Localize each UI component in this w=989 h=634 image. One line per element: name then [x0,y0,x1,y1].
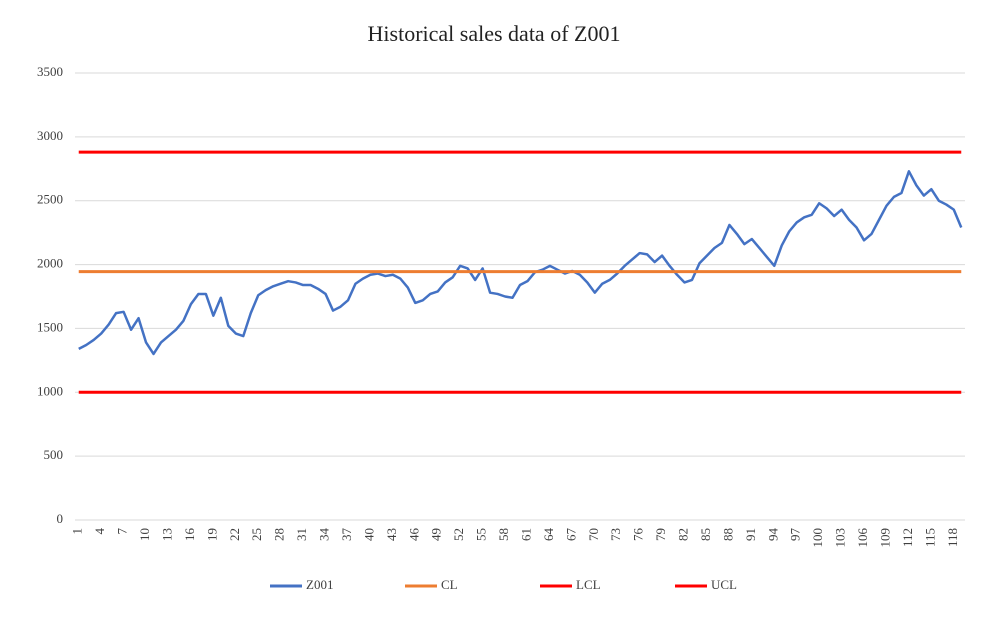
x-tick-label: 43 [384,528,399,541]
y-tick-label: 500 [44,447,64,462]
x-tick-label: 76 [631,528,646,542]
x-tick-label: 103 [833,528,848,548]
legend-label: CL [441,577,458,592]
x-tick-label: 67 [563,528,578,542]
legend-label: Z001 [306,577,333,592]
x-tick-label: 73 [608,528,623,541]
x-tick-label: 55 [474,528,489,541]
series-line [78,170,963,356]
x-tick-label: 10 [137,528,152,541]
x-tick-label: 97 [788,528,803,542]
x-tick-label: 109 [877,528,892,548]
x-tick-label: 64 [541,528,556,542]
x-tick-label: 22 [227,528,242,541]
x-tick-label: 25 [249,528,264,541]
x-tick-label: 79 [653,528,668,541]
x-tick-label: 19 [204,528,219,541]
x-tick-label: 52 [451,528,466,541]
x-tick-label: 70 [586,528,601,541]
x-tick-label: 31 [294,528,309,541]
x-tick-label: 91 [743,528,758,541]
x-tick-label: 112 [900,528,915,547]
legend-label: LCL [576,577,601,592]
x-tick-label: 34 [317,528,332,542]
x-tick-label: 85 [698,528,713,541]
chart-title: Historical sales data of Z001 [368,21,621,46]
x-tick-label: 100 [810,528,825,548]
x-tick-label: 88 [720,528,735,541]
y-tick-label: 3500 [37,64,63,79]
x-tick-label: 28 [272,528,287,541]
y-tick-label: 2000 [37,256,63,271]
y-tick-label: 1000 [37,383,63,398]
x-tick-label: 61 [518,528,533,541]
x-tick-label: 106 [855,528,870,548]
x-tick-label: 115 [922,528,937,547]
x-tick-label: 4 [92,528,107,535]
y-tick-label: 3000 [37,128,63,143]
x-tick-label: 37 [339,528,354,542]
y-tick-label: 2500 [37,192,63,207]
x-tick-label: 94 [765,528,780,542]
x-tick-label: 1 [70,528,85,535]
x-tick-label: 82 [676,528,691,541]
y-tick-label: 0 [57,511,64,526]
x-tick-label: 58 [496,528,511,541]
x-tick-label: 7 [115,528,130,535]
x-tick-label: 118 [945,528,960,547]
x-tick-label: 16 [182,528,197,542]
x-tick-label: 40 [361,528,376,541]
legend-label: UCL [711,577,737,592]
y-tick-label: 1500 [37,319,63,334]
x-tick-label: 46 [406,528,421,542]
x-tick-label: 49 [429,528,444,541]
x-tick-label: 13 [159,528,174,541]
